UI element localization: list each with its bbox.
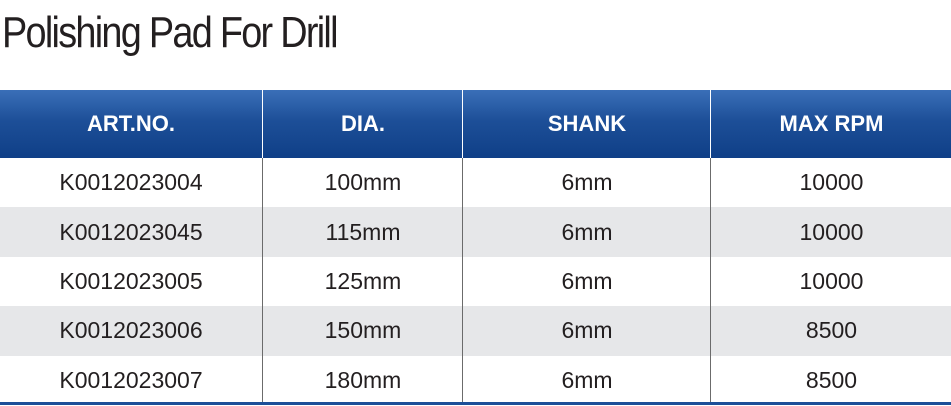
- header-row: ART.NO. DIA. SHANK MAX RPM: [0, 90, 951, 158]
- title: Polishing Pad For Drill: [2, 8, 339, 57]
- cell: 8500: [710, 355, 951, 405]
- cell: 10000: [710, 256, 951, 307]
- cell: 100mm: [262, 158, 463, 208]
- cell: K0012023004: [59, 169, 203, 196]
- cell: K0012023005: [59, 267, 203, 294]
- cell: K0012023007: [59, 366, 203, 393]
- cell: SHANK: [462, 90, 711, 158]
- cell: 6mm: [462, 355, 711, 405]
- table-bottom-border: [0, 402, 951, 405]
- cell: 8500: [710, 306, 951, 356]
- cell: DIA.: [262, 90, 463, 158]
- cell: MAX RPM: [710, 90, 951, 158]
- cell: 6mm: [462, 207, 711, 257]
- cell: 180mm: [262, 355, 463, 405]
- table-row: K0012023004 100mm 6mm 10000: [0, 158, 951, 208]
- table-row: K0012023045 115mm 6mm 10000: [0, 207, 951, 257]
- cell: 6mm: [462, 306, 711, 356]
- cell: 10000: [710, 158, 951, 208]
- cell: ART.NO.: [87, 111, 175, 136]
- cell: K0012023006: [59, 317, 203, 344]
- cell: 6mm: [462, 158, 711, 208]
- cell: 10000: [710, 207, 951, 257]
- cell: 115mm: [262, 207, 463, 257]
- cell: 150mm: [262, 306, 463, 356]
- cell: K0012023045: [59, 218, 203, 245]
- table-row: K0012023005 125mm 6mm 10000: [0, 256, 951, 307]
- cell: 125mm: [262, 256, 463, 307]
- table-row: K0012023006 150mm 6mm 8500: [0, 306, 951, 356]
- cell: 6mm: [462, 256, 711, 307]
- table-row: K0012023007 180mm 6mm 8500: [0, 355, 951, 405]
